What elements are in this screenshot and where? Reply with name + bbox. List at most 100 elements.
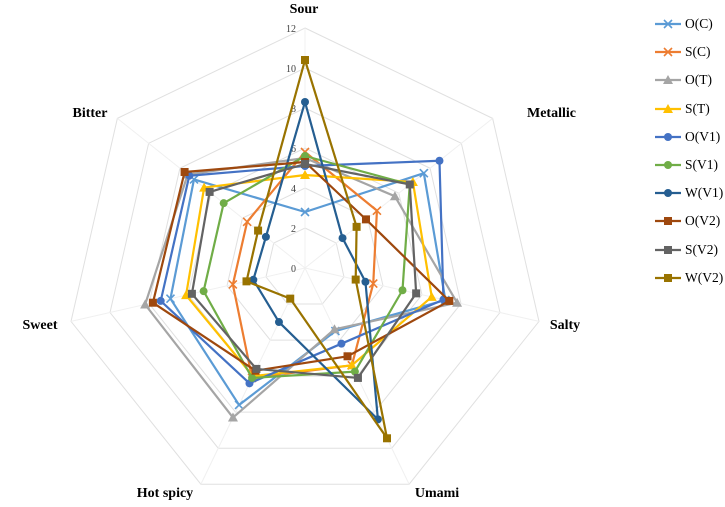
grid-spoke xyxy=(304,267,540,322)
legend-item: S(T) xyxy=(654,95,723,123)
legend-label: O(V1) xyxy=(685,128,721,144)
data-point xyxy=(254,226,263,235)
data-point xyxy=(199,287,208,296)
data-point xyxy=(361,277,370,286)
legend-label: S(C) xyxy=(685,44,711,60)
data-point xyxy=(664,217,672,226)
tick-label: 6 xyxy=(291,144,296,155)
data-point xyxy=(346,360,357,370)
legend-label: O(T) xyxy=(685,72,712,88)
series-line xyxy=(190,162,418,380)
data-point xyxy=(242,217,252,227)
data-point xyxy=(219,199,228,208)
data-point xyxy=(352,222,361,231)
legend-marker-icon xyxy=(655,103,681,113)
grid xyxy=(70,27,540,485)
data-point xyxy=(261,232,270,241)
data-point xyxy=(252,364,261,373)
data-point xyxy=(300,170,310,179)
grid-ring xyxy=(148,107,462,413)
data-point xyxy=(664,245,672,254)
data-point xyxy=(300,207,310,217)
series-group xyxy=(140,56,463,443)
data-point xyxy=(248,373,257,382)
data-point xyxy=(227,412,238,422)
axis-label-sweet: Sweet xyxy=(23,318,58,333)
data-point xyxy=(140,299,151,309)
data-point xyxy=(228,279,238,290)
data-point xyxy=(234,400,244,410)
legend-item: O(C) xyxy=(654,10,723,38)
data-point xyxy=(663,19,673,29)
data-point xyxy=(242,277,251,286)
grid-ring xyxy=(226,187,384,341)
grid-ring xyxy=(109,67,501,449)
legend-marker-icon xyxy=(655,47,681,57)
legend-label: S(V1) xyxy=(685,157,718,173)
data-point xyxy=(274,318,283,327)
tick-label: 12 xyxy=(286,24,296,35)
data-point xyxy=(249,275,258,284)
legend-label: O(C) xyxy=(685,16,713,32)
data-point xyxy=(419,168,429,178)
data-point xyxy=(343,352,352,361)
grid-ring xyxy=(70,27,540,485)
data-point xyxy=(435,156,444,165)
legend-marker-icon xyxy=(655,19,681,29)
data-point xyxy=(337,339,346,348)
data-point xyxy=(663,47,673,57)
data-point xyxy=(372,206,382,216)
data-point xyxy=(663,103,673,113)
data-point xyxy=(329,324,340,334)
legend-item: O(V1) xyxy=(654,123,723,151)
tick-label: 2 xyxy=(291,224,296,235)
data-point xyxy=(180,167,189,176)
axis-label-metallic: Metallic xyxy=(527,106,576,121)
tick-label: 10 xyxy=(286,64,296,75)
data-point xyxy=(301,98,309,106)
data-point xyxy=(165,294,176,304)
data-point xyxy=(156,296,165,305)
legend-marker-icon xyxy=(655,161,681,170)
data-point xyxy=(452,297,463,307)
data-point xyxy=(426,291,437,301)
data-point xyxy=(405,180,414,189)
series-line xyxy=(151,160,451,372)
axis-label-bitter: Bitter xyxy=(73,106,108,121)
legend-item: S(C) xyxy=(654,38,723,66)
legend-item: S(V2) xyxy=(654,236,723,264)
tick-label: 4 xyxy=(291,184,296,195)
legend-marker-icon xyxy=(655,189,681,198)
data-point xyxy=(338,234,347,243)
data-point xyxy=(664,161,672,170)
legend-marker-icon xyxy=(655,245,681,254)
series-line xyxy=(252,100,379,421)
data-point xyxy=(398,286,407,295)
legend-marker-icon xyxy=(655,273,681,282)
legend-marker-icon xyxy=(655,75,681,85)
data-point xyxy=(205,187,214,196)
data-point xyxy=(351,275,360,284)
legend-label: S(T) xyxy=(685,100,710,116)
legend-item: O(T) xyxy=(654,66,723,94)
data-point xyxy=(445,296,454,305)
legend-item: W(V2) xyxy=(654,264,723,292)
tick-label: 8 xyxy=(291,104,296,115)
legend-marker-icon xyxy=(655,217,681,226)
data-point xyxy=(389,191,400,201)
tick-label: 0 xyxy=(291,264,296,275)
axis-label-hot-spicy: Hot spicy xyxy=(137,486,193,501)
data-point xyxy=(301,160,309,168)
legend-item: W(V1) xyxy=(654,179,723,207)
data-point xyxy=(368,279,378,289)
legend-label: O(V2) xyxy=(685,213,721,229)
legend-marker-icon xyxy=(655,132,681,141)
data-point xyxy=(353,373,362,382)
series-line xyxy=(184,173,433,378)
legend-label: S(V2) xyxy=(685,241,718,257)
data-point xyxy=(412,289,421,298)
grid-ring xyxy=(265,227,345,305)
legend-item: O(V2) xyxy=(654,207,723,235)
axis-label-sour: Sour xyxy=(290,2,319,17)
